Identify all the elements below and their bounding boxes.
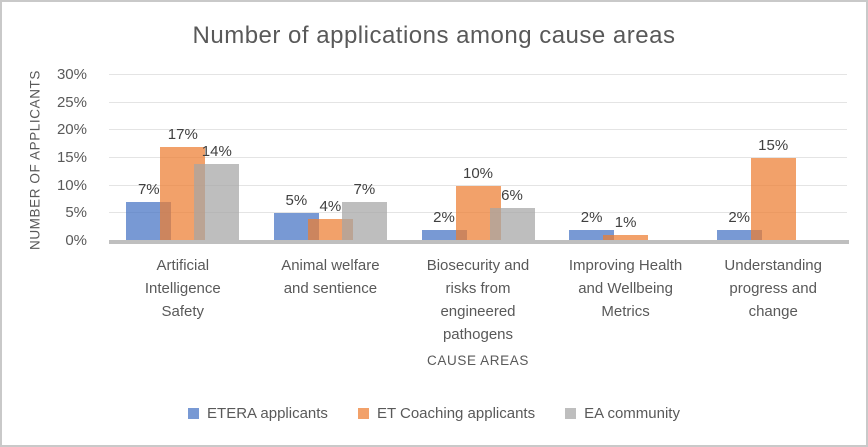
data-label: 2% [728, 208, 751, 226]
x-category-label: Animal welfare and sentience [281, 257, 380, 297]
gridline [109, 157, 847, 158]
legend-label: ETERA applicants [207, 405, 328, 422]
x-category-label: Artificial Intelligence Safety [144, 257, 221, 320]
legend-label: ET Coaching applicants [376, 405, 536, 422]
x-category-label: Understanding progress and change [724, 257, 822, 320]
y-tick-label: 20% [56, 121, 87, 139]
data-label: 1% [614, 214, 637, 232]
x-category-label: Biosecurity and risks from engineered pa… [426, 257, 530, 343]
bar-series1-cat5 [716, 229, 762, 241]
data-label: 5% [285, 192, 308, 210]
gridline [109, 129, 847, 131]
legend-item-1: ETERA applicants [188, 405, 328, 422]
legend-swatch-icon [565, 408, 577, 419]
legend-swatch-icon [357, 408, 369, 419]
data-label: 15% [758, 137, 789, 154]
y-tick-label: 0% [65, 232, 87, 249]
data-label: 6% [501, 186, 523, 204]
bar-series2-cat4 [603, 235, 649, 241]
data-label: 17% [167, 125, 198, 143]
data-label: 4% [319, 197, 342, 215]
data-label: 14% [201, 142, 232, 160]
y-tick-label: 15% [56, 149, 87, 166]
legend-item-2: ET Coaching applicants [357, 405, 536, 422]
gridline [109, 101, 847, 103]
x-category-label: Improving Health and Wellbeing Metrics [568, 257, 683, 320]
bar-series3-cat3 [489, 207, 535, 241]
data-label: 7% [353, 181, 376, 199]
gridline [109, 184, 847, 186]
legend-swatch-icon [188, 408, 200, 419]
x-axis-title: CAUSE AREAS [427, 353, 529, 368]
plot-area: 7% 5% 2% 2% 2% 17% 4% 10% 1% 15% 14% 7% 6% [109, 74, 847, 241]
legend-label: EA community [584, 405, 680, 422]
bar-series1-cat3 [421, 229, 467, 241]
bar-series1-cat4 [569, 229, 615, 241]
bar-series2-cat2 [307, 218, 353, 241]
bar-series3-cat1 [194, 163, 240, 241]
data-label: 2% [580, 208, 603, 226]
y-tick-label: 5% [65, 204, 87, 222]
data-label: 7% [137, 181, 160, 199]
y-tick-label: 30% [56, 66, 87, 83]
legend-item-3: EA community [565, 405, 680, 422]
data-label: 10% [462, 164, 494, 182]
y-tick-label: 25% [56, 93, 87, 111]
bar-series2-cat5 [750, 158, 796, 241]
gridline [109, 74, 847, 75]
chart-title: Number of applications among cause areas [192, 22, 676, 49]
legend: ETERA applicants ET Coaching applicants EA… [2, 405, 866, 422]
x-axis-baseline [109, 240, 849, 244]
data-label: 2% [433, 208, 455, 226]
bar-series3-cat2 [341, 202, 387, 241]
y-tick-label: 10% [56, 176, 87, 194]
